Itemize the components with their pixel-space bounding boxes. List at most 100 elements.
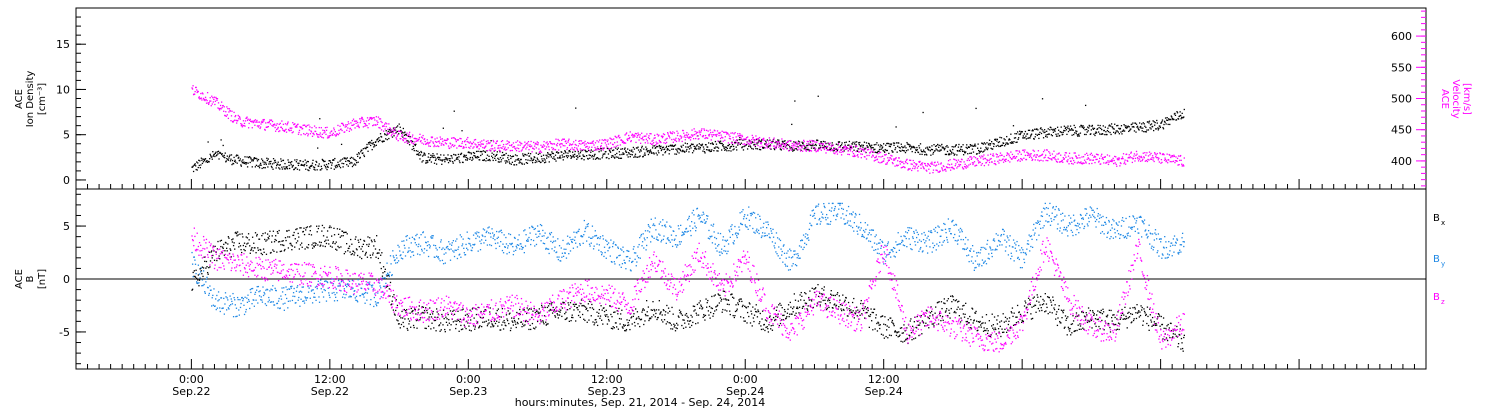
data-point bbox=[220, 139, 222, 141]
data-point bbox=[502, 143, 505, 146]
data-point bbox=[281, 120, 283, 122]
data-point bbox=[613, 327, 615, 329]
data-point bbox=[583, 155, 586, 158]
data-point bbox=[656, 143, 658, 145]
data-point bbox=[1172, 155, 1174, 158]
data-point bbox=[692, 138, 695, 140]
data-point bbox=[453, 110, 455, 112]
data-point bbox=[798, 142, 801, 144]
data-point bbox=[671, 138, 673, 141]
data-point bbox=[438, 324, 440, 327]
data-point bbox=[249, 119, 251, 121]
data-point bbox=[477, 141, 479, 144]
data-point bbox=[249, 118, 251, 121]
data-point bbox=[877, 150, 879, 153]
data-point bbox=[921, 164, 923, 166]
data-point bbox=[422, 160, 424, 162]
data-point bbox=[361, 117, 363, 119]
data-point bbox=[1093, 127, 1096, 130]
data-point bbox=[227, 107, 229, 110]
data-point bbox=[636, 317, 638, 319]
data-point bbox=[1171, 154, 1173, 157]
data-point bbox=[918, 161, 921, 163]
data-point bbox=[948, 164, 951, 166]
data-point bbox=[675, 137, 677, 139]
data-point bbox=[534, 161, 536, 164]
data-point bbox=[1050, 134, 1053, 136]
data-point bbox=[734, 132, 736, 134]
data-point bbox=[393, 127, 396, 129]
data-point bbox=[260, 123, 262, 125]
data-point bbox=[878, 156, 880, 158]
data-point bbox=[303, 165, 305, 167]
data-point bbox=[364, 254, 366, 256]
data-point bbox=[244, 125, 246, 127]
data-point bbox=[775, 146, 777, 148]
data-point bbox=[325, 129, 328, 131]
data-point bbox=[831, 145, 833, 148]
data-point bbox=[1142, 158, 1144, 161]
data-point bbox=[486, 325, 489, 327]
data-point bbox=[440, 329, 442, 331]
data-point bbox=[252, 120, 254, 122]
data-point bbox=[197, 90, 199, 93]
data-point bbox=[314, 130, 317, 133]
data-point bbox=[879, 144, 882, 146]
data-point bbox=[1158, 127, 1160, 130]
data-point bbox=[1038, 160, 1041, 162]
data-point bbox=[288, 229, 290, 232]
data-point bbox=[455, 139, 457, 141]
data-point bbox=[281, 168, 284, 170]
data-point bbox=[209, 97, 211, 99]
data-point bbox=[998, 145, 1000, 148]
data-point bbox=[416, 327, 418, 329]
data-point bbox=[784, 140, 786, 142]
data-point bbox=[839, 146, 841, 149]
data-point bbox=[1013, 137, 1016, 139]
data-point bbox=[263, 167, 265, 169]
data-point bbox=[920, 162, 923, 165]
data-point bbox=[591, 146, 593, 148]
data-point bbox=[1098, 160, 1100, 162]
data-point bbox=[1165, 160, 1168, 162]
data-point bbox=[298, 162, 300, 164]
data-point bbox=[846, 147, 848, 149]
data-point bbox=[1030, 157, 1033, 159]
data-point bbox=[500, 140, 503, 143]
data-point bbox=[650, 133, 652, 135]
data-point bbox=[1144, 160, 1146, 162]
data-point bbox=[732, 136, 734, 139]
data-point bbox=[1052, 131, 1055, 133]
data-point bbox=[358, 153, 360, 155]
data-point bbox=[1011, 158, 1013, 160]
data-point bbox=[410, 140, 412, 143]
data-point bbox=[397, 320, 399, 322]
data-point bbox=[253, 120, 255, 122]
data-point bbox=[219, 151, 221, 154]
data-point bbox=[722, 137, 724, 139]
data-point bbox=[285, 128, 287, 130]
data-point bbox=[541, 146, 543, 148]
data-point bbox=[346, 157, 348, 159]
data-point bbox=[560, 142, 562, 145]
data-point bbox=[652, 142, 655, 144]
data-point bbox=[508, 159, 510, 161]
data-point bbox=[572, 148, 574, 151]
data-point bbox=[459, 161, 461, 164]
data-point bbox=[868, 143, 870, 145]
data-point bbox=[511, 317, 513, 319]
data-point bbox=[261, 120, 263, 122]
data-point bbox=[452, 160, 454, 163]
data-point bbox=[792, 146, 794, 149]
data-point bbox=[211, 158, 213, 160]
data-point bbox=[1091, 125, 1093, 127]
data-point bbox=[469, 156, 471, 159]
data-point bbox=[278, 130, 280, 133]
data-point bbox=[638, 139, 640, 141]
data-point bbox=[344, 126, 346, 128]
data-point bbox=[591, 303, 593, 306]
data-point bbox=[392, 131, 394, 133]
data-point bbox=[517, 318, 520, 320]
data-point bbox=[453, 153, 455, 156]
data-point bbox=[231, 159, 234, 162]
